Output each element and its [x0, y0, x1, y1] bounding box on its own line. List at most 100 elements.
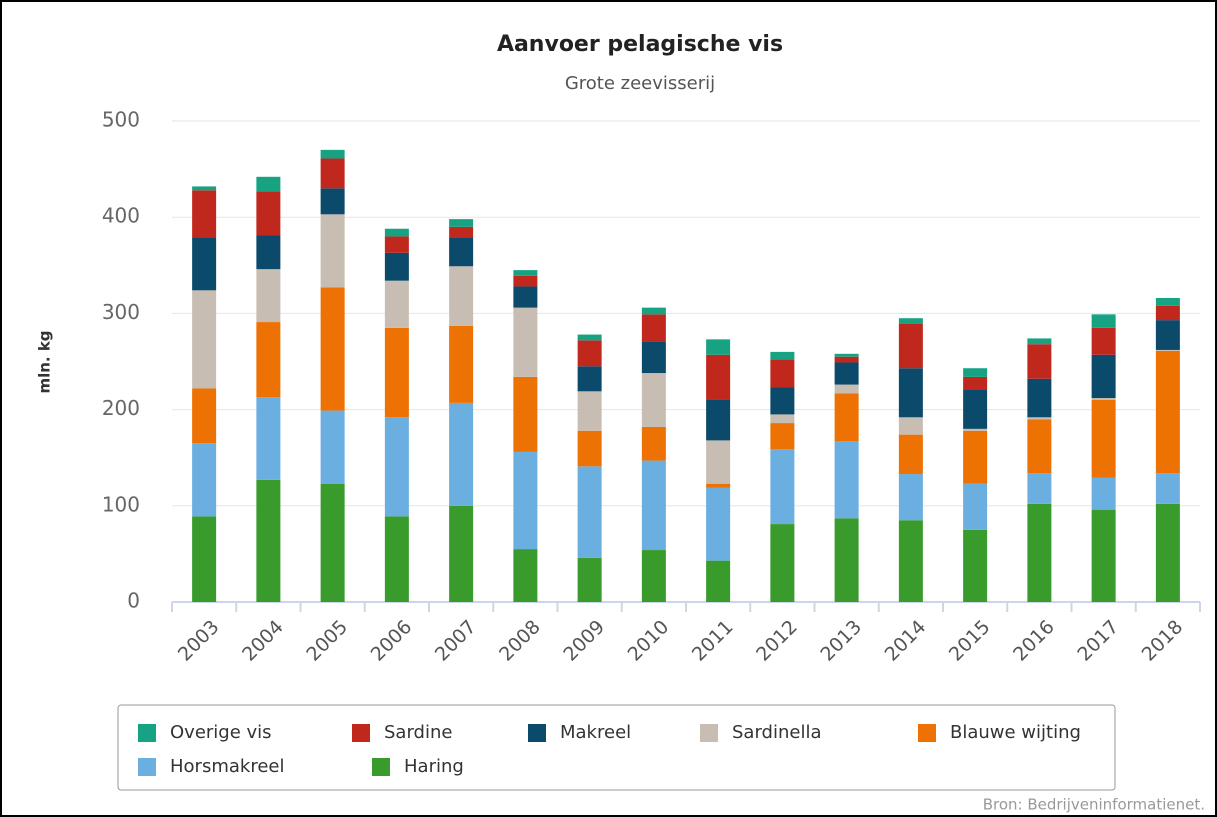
- legend-label: Makreel: [560, 722, 631, 743]
- bar-segment: [1155, 305, 1180, 321]
- bar-segment: [320, 287, 345, 411]
- bar-segment: [770, 359, 795, 388]
- bar-segment: [963, 376, 988, 390]
- bar-segment: [449, 219, 474, 227]
- bar-segment: [384, 228, 409, 237]
- legend-swatch: [372, 758, 390, 776]
- bar-segment: [706, 483, 731, 488]
- bar-segment: [1027, 503, 1052, 602]
- bar-segment: [1091, 399, 1116, 478]
- bar-segment: [898, 520, 923, 602]
- bar-segment: [192, 190, 217, 238]
- bar-segment: [192, 237, 217, 291]
- bar-segment: [1091, 398, 1116, 400]
- bar-segment: [256, 397, 281, 480]
- y-tick-label: 300: [102, 300, 140, 324]
- source: Bron: Bedrijveninformatienet.: [983, 796, 1205, 814]
- bar-segment: [320, 188, 345, 215]
- bar-segment: [641, 373, 666, 427]
- bar-segment: [384, 417, 409, 517]
- bar-segment: [834, 362, 859, 385]
- bar-segment: [770, 449, 795, 525]
- bar-segment: [706, 339, 731, 355]
- legend-swatch: [918, 724, 936, 742]
- bar-segment: [1027, 417, 1052, 420]
- bar-segment: [963, 483, 988, 530]
- bar-segment: [256, 191, 281, 236]
- bar-segment: [1027, 419, 1052, 474]
- legend-label: Overige vis: [170, 722, 272, 743]
- bar-segment: [513, 376, 538, 452]
- bar-segment: [1155, 473, 1180, 504]
- bar-segment: [256, 322, 281, 398]
- legend-box: [117, 704, 1116, 791]
- bar-segment: [641, 314, 666, 342]
- bar-segment: [320, 483, 345, 602]
- legend-label: Haring: [404, 756, 464, 777]
- bar-segment: [384, 252, 409, 281]
- bar-segment: [577, 340, 602, 367]
- y-tick-label: 400: [102, 204, 140, 228]
- bar-segment: [192, 290, 217, 389]
- bar-segment: [513, 549, 538, 602]
- bar-segment: [256, 269, 281, 323]
- bar-segment: [449, 237, 474, 267]
- bar-segment: [770, 414, 795, 424]
- bar-segment: [192, 516, 217, 602]
- bar-segment: [1091, 477, 1116, 510]
- bar-segment: [320, 158, 345, 189]
- bar-segment: [963, 430, 988, 484]
- bar-segment: [834, 393, 859, 442]
- bar-segment: [1155, 503, 1180, 602]
- chart-subtitle: Grote zeevisserij: [565, 73, 715, 94]
- bar-segment: [706, 487, 731, 561]
- bar-segment: [1155, 298, 1180, 306]
- bar-segment: [770, 524, 795, 602]
- bar-segment: [834, 353, 859, 357]
- bar-segment: [834, 518, 859, 602]
- legend-swatch: [138, 724, 156, 742]
- bar-segment: [320, 214, 345, 288]
- bar-segment: [641, 550, 666, 602]
- bar-segment: [834, 384, 859, 394]
- bar-segment: [706, 399, 731, 441]
- bar-segment: [192, 388, 217, 444]
- bar-segment: [641, 460, 666, 551]
- bar-segment: [1155, 320, 1180, 350]
- bar-segment: [1155, 349, 1180, 351]
- bar-segment: [834, 441, 859, 519]
- bar-segment: [963, 428, 988, 431]
- bar-segment: [898, 434, 923, 475]
- legend-swatch: [528, 724, 546, 742]
- bar-segment: [641, 341, 666, 374]
- bar-segment: [449, 266, 474, 326]
- bar-segment: [770, 423, 795, 450]
- bar-segment: [320, 410, 345, 484]
- bar-segment: [513, 286, 538, 308]
- bar-segment: [898, 368, 923, 418]
- bar-segment: [577, 366, 602, 392]
- bar-segment: [577, 557, 602, 602]
- bar-segment: [320, 149, 345, 159]
- bar-segment: [384, 327, 409, 418]
- bar-segment: [577, 430, 602, 467]
- bar-segment: [706, 354, 731, 400]
- legend-swatch: [700, 724, 718, 742]
- bar-segment: [256, 235, 281, 270]
- bar-segment: [192, 443, 217, 517]
- bar-segment: [577, 466, 602, 558]
- bar-segment: [1091, 314, 1116, 328]
- bar-segment: [256, 479, 281, 602]
- bar-segment: [513, 451, 538, 550]
- bar-segment: [641, 426, 666, 461]
- bar-segment: [898, 417, 923, 435]
- bar-segment: [513, 275, 538, 287]
- bar-segment: [706, 440, 731, 484]
- y-tick-label: 500: [102, 108, 140, 132]
- bar-segment: [641, 307, 666, 315]
- bar-segment: [898, 318, 923, 324]
- bar-segment: [256, 176, 281, 192]
- legend-label: Blauwe wijting: [950, 722, 1081, 743]
- bar-segment: [1027, 473, 1052, 504]
